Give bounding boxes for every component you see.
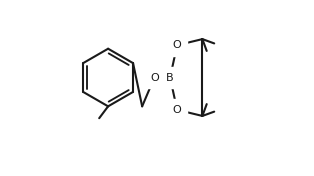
Text: O: O (173, 105, 181, 115)
Text: O: O (150, 73, 159, 83)
Text: O: O (173, 40, 181, 50)
Text: B: B (166, 73, 174, 83)
